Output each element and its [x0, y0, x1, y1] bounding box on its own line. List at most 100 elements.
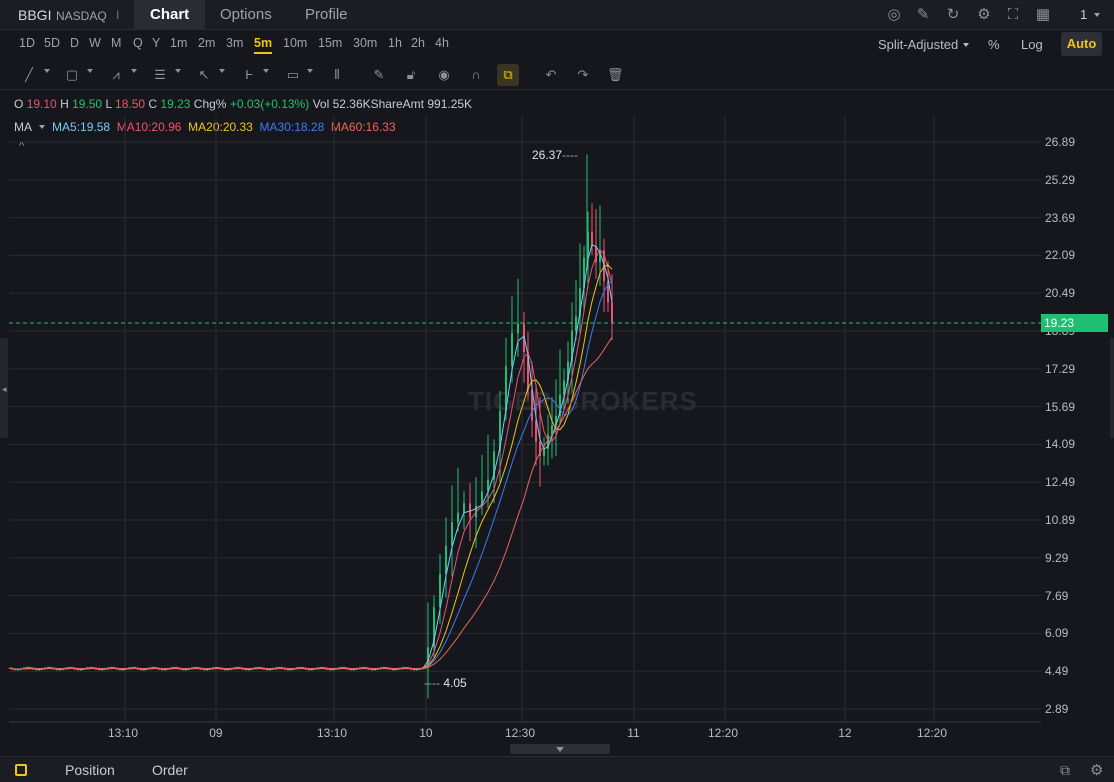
period-m[interactable]: M: [111, 36, 122, 50]
candle-body: [203, 669, 205, 671]
y-tick-label: 4.49: [1045, 664, 1069, 679]
lock-icon[interactable]: 🔓︎: [406, 67, 416, 82]
right-panel-handle[interactable]: [1110, 338, 1114, 438]
text-tool-icon[interactable]: Ⱶ: [245, 67, 253, 82]
candle-body: [547, 434, 549, 449]
period-30m[interactable]: 30m: [353, 36, 378, 50]
gear-icon[interactable]: ⚙: [977, 6, 991, 23]
period-y[interactable]: Y: [152, 36, 161, 50]
collapse-icon[interactable]: ^: [19, 140, 25, 152]
candle-body: [392, 669, 394, 671]
y-tick-label: 22.09: [1045, 248, 1076, 263]
period-1m[interactable]: 1m: [170, 36, 188, 50]
tab-order[interactable]: Order: [152, 762, 188, 778]
chart-grid: [9, 116, 1041, 722]
period-1d[interactable]: 1D: [19, 36, 35, 50]
period-3m[interactable]: 3m: [226, 36, 244, 50]
tab-chart[interactable]: Chart: [134, 0, 206, 29]
settings-icon[interactable]: ⚙: [1090, 762, 1104, 779]
candle-body: [308, 669, 310, 671]
rectangle-icon[interactable]: ▢: [65, 67, 79, 82]
period-5m[interactable]: 5m: [254, 36, 273, 54]
candle-body: [119, 669, 121, 671]
candlesticks: [11, 154, 613, 699]
split-adjusted-select[interactable]: Split-Adjusted: [878, 37, 959, 52]
y-tick-label: 25.29: [1045, 172, 1076, 187]
period-1h[interactable]: 1h: [388, 36, 402, 50]
vol-value: 52.36KShare: [332, 97, 403, 111]
candle-body: [607, 281, 609, 303]
period-q[interactable]: Q: [133, 36, 143, 50]
undo-icon[interactable]: ↶: [545, 67, 557, 82]
eye-icon[interactable]: ◉: [438, 67, 450, 82]
candle-body: [457, 512, 459, 523]
period-5d[interactable]: 5D: [44, 36, 60, 50]
candle-body: [505, 366, 507, 412]
window-count[interactable]: 1: [1080, 7, 1088, 22]
ma5-value: MA5:19.58: [52, 120, 111, 134]
amt-value: 991.25K: [427, 97, 473, 111]
candle-body: [611, 302, 613, 324]
ma-indicator-select[interactable]: MA: [14, 120, 32, 134]
candle-body: [517, 323, 519, 334]
y-tick-label: 15.69: [1045, 399, 1076, 414]
candle-body: [567, 361, 569, 381]
y-tick-label: 7.69: [1045, 588, 1069, 603]
period-15m[interactable]: 15m: [318, 36, 343, 50]
trend-line-icon[interactable]: ╱: [25, 67, 33, 82]
candle-body: [224, 669, 226, 671]
candle-body: [531, 389, 533, 421]
period-4h[interactable]: 4h: [435, 36, 449, 50]
period-d[interactable]: D: [70, 36, 80, 50]
tab-options[interactable]: Options: [220, 6, 272, 23]
left-panel-handle[interactable]: [0, 338, 8, 438]
fullscreen-icon[interactable]: ⛶: [1007, 6, 1019, 23]
candle-body: [499, 411, 501, 452]
chg-label: Chg%: [193, 97, 227, 111]
candle-body: [575, 316, 577, 331]
log-toggle[interactable]: Log: [1021, 37, 1043, 52]
period-2m[interactable]: 2m: [198, 36, 216, 50]
chevron-down-icon[interactable]: [38, 125, 45, 129]
trash-icon[interactable]: 🗑︎: [607, 67, 624, 82]
arrow-icon[interactable]: ↖: [198, 67, 210, 82]
candle-body: [571, 330, 573, 362]
pencil-icon[interactable]: ✎: [916, 6, 930, 23]
auto-scale-button[interactable]: Auto: [1061, 32, 1102, 56]
magnet-icon[interactable]: ∩: [471, 67, 481, 82]
candle-body: [563, 380, 565, 395]
candle-body: [555, 415, 557, 426]
window-icon[interactable]: ⧉: [1060, 762, 1070, 778]
period-w[interactable]: W: [89, 36, 101, 50]
link-icon[interactable]: ⧉: [497, 64, 519, 86]
vol-label: Vol: [312, 97, 330, 111]
label-icon[interactable]: ▭: [286, 67, 300, 82]
bars-icon[interactable]: ⦀: [334, 67, 340, 82]
period-2h[interactable]: 2h: [411, 36, 425, 50]
tab-position[interactable]: Position: [65, 762, 115, 778]
candle-body: [587, 231, 589, 258]
x-tick-label: 13:10: [317, 726, 348, 740]
bottom-bar: [0, 756, 1114, 782]
percent-toggle[interactable]: %: [988, 37, 1000, 52]
refresh-icon[interactable]: ↻: [946, 6, 960, 23]
panel-toggle-icon[interactable]: [15, 764, 27, 776]
tab-profile[interactable]: Profile: [305, 6, 348, 23]
pattern-icon[interactable]: ⩘: [112, 67, 120, 82]
redo-icon[interactable]: ↷: [577, 67, 589, 82]
candle-body: [487, 479, 489, 492]
candle-body: [481, 491, 483, 506]
price-chart[interactable]: [0, 116, 1114, 726]
candle-body: [439, 574, 441, 608]
candle-body: [140, 669, 142, 671]
layout-grid-icon[interactable]: ▦: [1035, 6, 1051, 23]
brush-icon[interactable]: ✎: [373, 67, 385, 82]
exchange-name: NASDAQ: [56, 9, 107, 23]
candle-body: [350, 669, 352, 671]
chevron-down-icon[interactable]: [1094, 13, 1100, 17]
period-10m[interactable]: 10m: [283, 36, 308, 50]
chevron-down-icon[interactable]: [963, 43, 969, 47]
fib-icon[interactable]: ☰: [154, 67, 166, 82]
camera-icon[interactable]: ◎: [887, 6, 901, 23]
y-tick-label: 14.09: [1045, 437, 1076, 452]
